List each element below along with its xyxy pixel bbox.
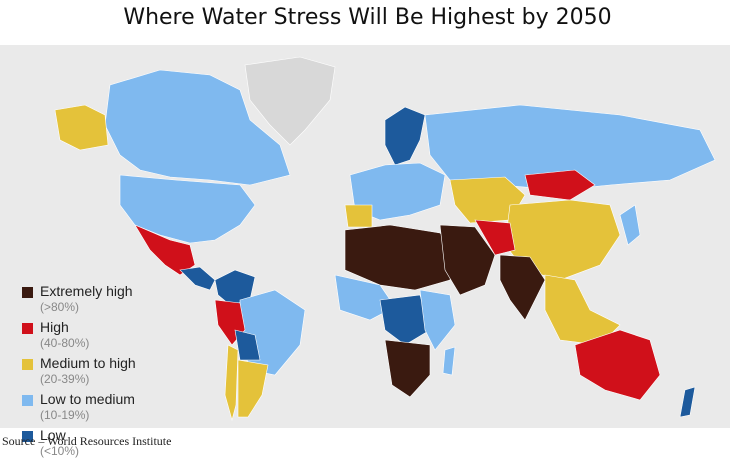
- region-scandinavia: [384, 106, 426, 166]
- legend-range: (>80%): [40, 300, 80, 314]
- legend-item-medium-to-high: Medium to high (20-39%): [22, 355, 192, 391]
- legend-label: Medium to high: [40, 355, 136, 371]
- legend-swatch: [22, 359, 33, 370]
- map-title: Where Water Stress Will Be Highest by 20…: [123, 5, 612, 30]
- legend-swatch: [22, 395, 33, 406]
- legend-label: High: [40, 319, 69, 335]
- legend-range: (10-19%): [40, 408, 90, 422]
- region-new-zealand: [679, 386, 696, 418]
- legend: Extremely high (>80%) High (40-80%) Medi…: [22, 283, 192, 463]
- region-usa: [119, 174, 256, 244]
- region-china: [504, 199, 621, 281]
- region-central-america: [179, 266, 216, 291]
- legend-item-low-to-medium: Low to medium (10-19%): [22, 391, 192, 427]
- legend-range: (40-80%): [40, 336, 90, 350]
- legend-label: Low to medium: [40, 391, 135, 407]
- region-middle-east: [439, 224, 496, 296]
- legend-swatch: [22, 431, 33, 442]
- region-india: [499, 254, 546, 321]
- region-iberia: [344, 204, 373, 228]
- region-russia: [424, 104, 716, 191]
- region-madagascar: [442, 346, 456, 376]
- region-southern-africa: [384, 339, 431, 398]
- legend-item-extremely-high: Extremely high (>80%): [22, 283, 192, 319]
- region-japan: [619, 204, 641, 246]
- region-argentina: [237, 359, 269, 418]
- map-panel: Extremely high (>80%) High (40-80%) Medi…: [0, 45, 730, 458]
- region-central-africa: [379, 294, 431, 346]
- region-north-africa: [344, 224, 456, 291]
- region-mongolia: [524, 169, 596, 201]
- legend-range: (20-39%): [40, 372, 90, 386]
- legend-label: Extremely high: [40, 283, 133, 299]
- legend-swatch: [22, 287, 33, 298]
- region-greenland: [244, 56, 336, 146]
- region-east-africa: [419, 289, 456, 351]
- region-bolivia: [234, 329, 261, 361]
- region-chile: [224, 344, 239, 422]
- region-iran: [474, 219, 516, 256]
- region-alaska: [54, 104, 109, 151]
- legend-swatch: [22, 323, 33, 334]
- region-canada: [104, 69, 291, 186]
- region-australia: [574, 329, 661, 401]
- world-map: [54, 56, 716, 422]
- source-caption: Source – World Resources Institute: [2, 434, 172, 448]
- legend-label: Low: [40, 427, 66, 443]
- legend-item-high: High (40-80%): [22, 319, 192, 355]
